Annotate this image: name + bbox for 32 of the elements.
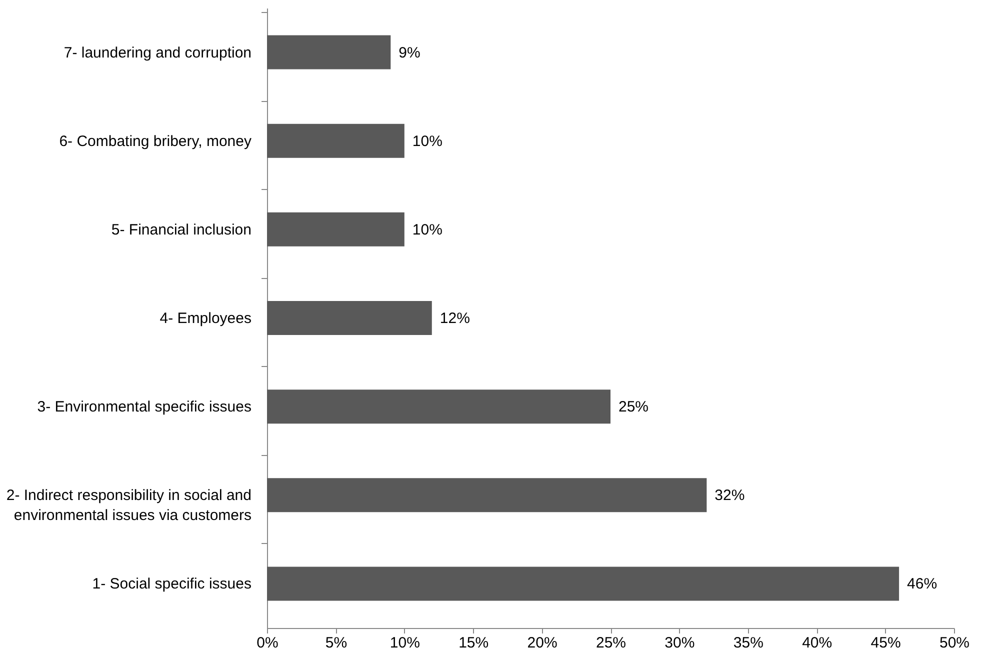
data-label: 46% — [907, 576, 938, 593]
data-label: 32% — [714, 487, 745, 504]
x-tick-label: 0% — [256, 634, 278, 652]
y-tick-label: 5- Financial inclusion — [111, 221, 252, 238]
y-tick-label: 2- Indirect responsibility in social and environmental issues via customers — [6, 487, 252, 524]
bar — [267, 124, 404, 158]
y-tick-label: 3- Environmental specific issues — [37, 398, 252, 416]
x-tick-label: 25% — [596, 634, 626, 652]
bar — [267, 301, 432, 335]
x-tick-label: 35% — [733, 634, 764, 652]
bar — [267, 35, 391, 70]
x-tick-label: 50% — [939, 634, 970, 652]
bar — [267, 478, 707, 512]
data-label: 10% — [412, 132, 442, 150]
y-tick-label: 7- laundering and corruption — [64, 44, 252, 62]
x-tick-label: 20% — [527, 634, 558, 652]
x-tick-label: 30% — [664, 634, 695, 652]
data-label: 10% — [412, 221, 442, 238]
data-label: 12% — [440, 310, 470, 327]
y-tick-label: 1- Social specific issues — [92, 576, 252, 593]
bar — [267, 566, 900, 601]
data-label: 9% — [398, 44, 420, 62]
x-tick-label: 40% — [802, 634, 832, 652]
y-tick-label: 6- Combating bribery, money — [59, 132, 252, 150]
x-tick-label: 5% — [325, 634, 348, 652]
y-tick-label: 4- Employees — [160, 310, 252, 327]
x-tick-label: 10% — [390, 634, 420, 652]
data-label: 25% — [618, 398, 649, 416]
bar — [267, 212, 404, 246]
x-tick-label: 15% — [458, 634, 489, 652]
x-tick-label: 45% — [870, 634, 901, 652]
bar — [267, 390, 610, 424]
